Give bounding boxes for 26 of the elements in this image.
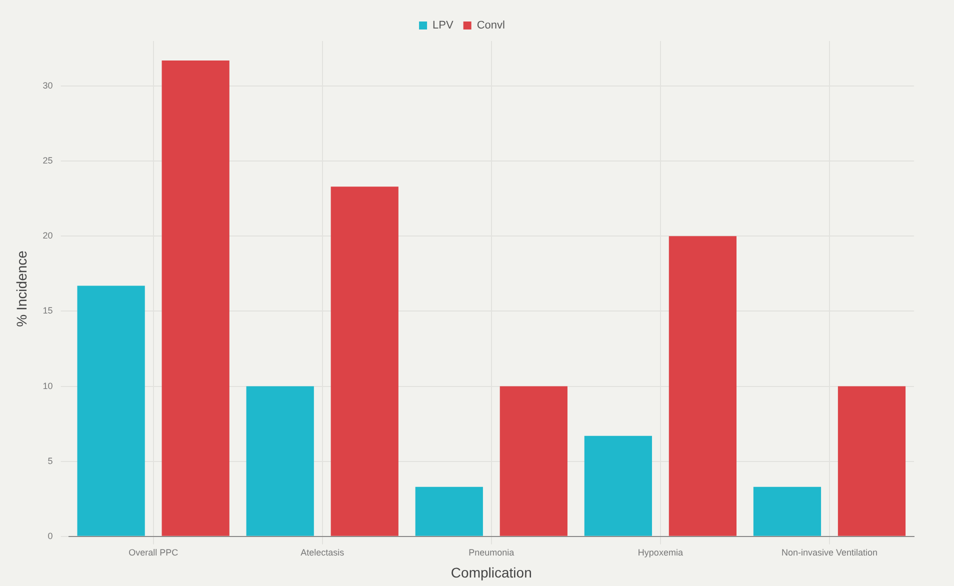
y-axis-title: % Incidence: [13, 250, 30, 327]
y-tick-label: 30: [42, 80, 53, 91]
bar: [415, 486, 483, 536]
x-tick-label: Non-invasive Ventilation: [781, 547, 878, 558]
y-tick-label: 5: [48, 456, 53, 466]
bar: [162, 60, 230, 536]
bar: [246, 386, 314, 536]
x-tick-label: Hypoxemia: [638, 547, 683, 558]
y-tick-label: 25: [42, 156, 53, 166]
x-axis-title: Complication: [450, 564, 532, 580]
bar: [500, 386, 568, 536]
x-tick-label: Pneumonia: [468, 547, 514, 558]
bar: [584, 436, 652, 536]
y-tick-label: 15: [42, 306, 53, 316]
y-tick-label: 10: [42, 380, 53, 391]
y-tick-label: 0: [48, 530, 53, 541]
bar: [838, 386, 906, 536]
legend-label: Convl: [476, 20, 505, 32]
x-tick-label: Overall PPC: [128, 547, 179, 558]
bar: [330, 186, 398, 536]
y-tick-label: 20: [42, 230, 53, 241]
bar: [668, 236, 737, 536]
bar: [77, 286, 145, 536]
bar: [753, 486, 822, 536]
legend-label: LPV: [432, 20, 454, 32]
x-tick-label: Atelectasis: [300, 547, 345, 558]
